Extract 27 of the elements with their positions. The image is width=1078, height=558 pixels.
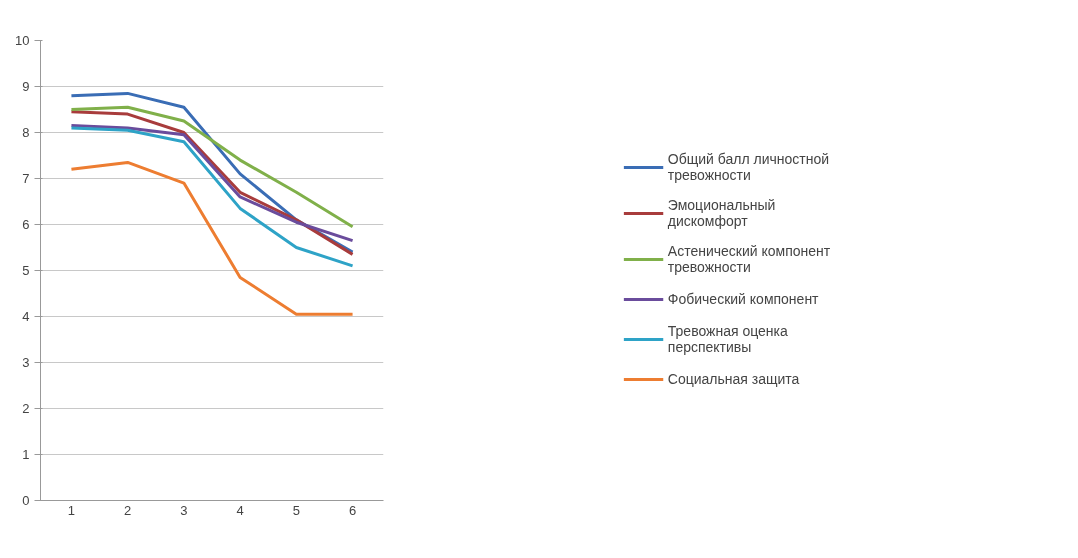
y-tick-label: 2 — [22, 401, 30, 416]
x-tick-label: 1 — [67, 502, 76, 518]
y-tick-label: 3 — [22, 355, 30, 370]
line-series — [69, 126, 355, 268]
y-tick-label: 7 — [22, 171, 30, 186]
legend-label: Социальная защита — [667, 371, 800, 387]
x-tick-label: 2 — [124, 502, 132, 518]
y-tick-label: 1 — [22, 447, 30, 462]
line-series — [69, 105, 355, 229]
y-tick-label: 9 — [22, 79, 30, 94]
y-tick-label: 5 — [22, 263, 30, 278]
y-tick-label: 4 — [22, 309, 30, 324]
x-tick-label: 6 — [348, 502, 357, 518]
y-tick-label: 6 — [22, 217, 30, 232]
legend-label: Общий балл личностной тревожности — [667, 151, 830, 183]
legend-label: Фобический компонент — [667, 291, 819, 307]
legend-label: Эмоциональный дискомфорт — [667, 197, 776, 229]
x-tick-label: 3 — [180, 502, 188, 518]
x-tick-label: 5 — [292, 502, 300, 518]
legend-label: Тревожная оценка перспективы — [667, 323, 788, 355]
y-tick-label: 8 — [22, 125, 30, 140]
line-series — [69, 160, 355, 316]
legend-label: Астенический компонент тревожности — [667, 243, 831, 275]
line-series — [69, 124, 355, 243]
x-tick-label: 4 — [236, 502, 244, 518]
y-tick-label: 10 — [15, 33, 30, 48]
y-tick-label: 0 — [22, 493, 30, 508]
